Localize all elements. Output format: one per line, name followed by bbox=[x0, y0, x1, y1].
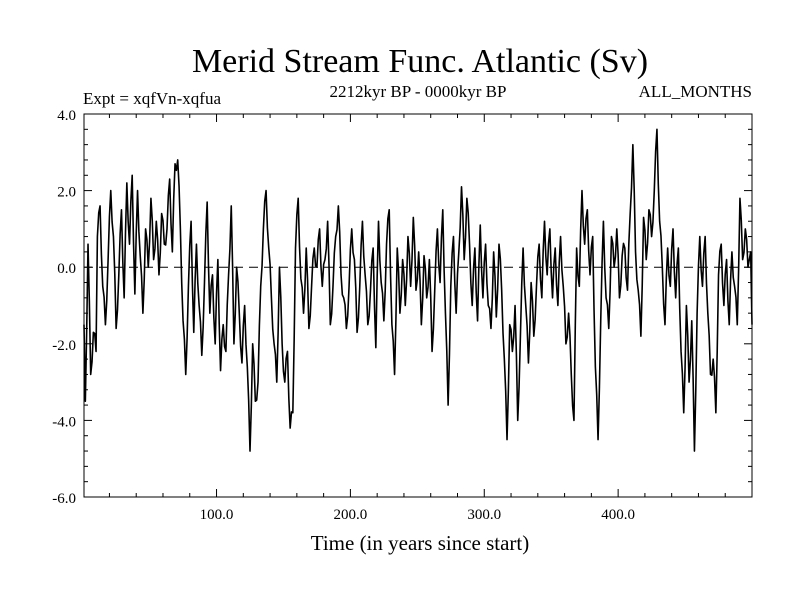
chart-title: Merid Stream Func. Atlantic (Sv) bbox=[192, 43, 648, 80]
period-label: 2212kyr BP - 0000kyr BP bbox=[330, 82, 507, 101]
series-line bbox=[83, 128, 753, 452]
x-tick-label: 200.0 bbox=[334, 507, 368, 523]
x-tick-label: 400.0 bbox=[601, 507, 635, 523]
y-tick-label: -4.0 bbox=[52, 414, 76, 430]
y-axis: -6.0 -4.0 -2.0 0.0 2.0 4.0 bbox=[52, 108, 752, 507]
experiment-label: Expt = xqfVn-xqfua bbox=[83, 89, 221, 108]
y-tick-label: 2.0 bbox=[57, 185, 76, 201]
x-axis: 100.0 200.0 300.0 400.0 bbox=[108, 114, 726, 523]
y-tick-label: 0.0 bbox=[57, 261, 76, 277]
x-tick-label: 100.0 bbox=[200, 507, 234, 523]
y-tick-label: -2.0 bbox=[52, 338, 76, 354]
y-tick-label: -6.0 bbox=[52, 491, 76, 507]
x-axis-label: Time (in years since start) bbox=[311, 531, 530, 555]
months-label: ALL_MONTHS bbox=[639, 82, 752, 101]
y-tick-label: 4.0 bbox=[57, 108, 76, 124]
plot-frame bbox=[83, 113, 753, 498]
x-tick-label: 300.0 bbox=[467, 507, 501, 523]
